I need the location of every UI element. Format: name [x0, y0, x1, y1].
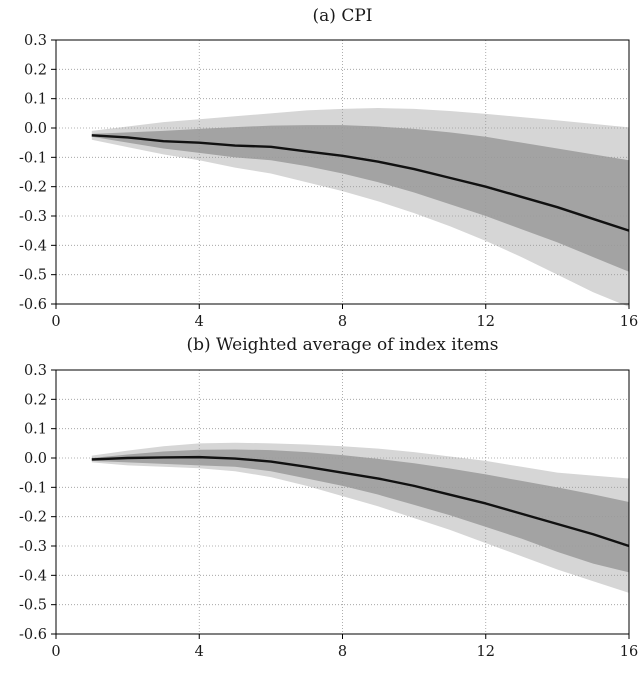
response-line — [91, 134, 630, 232]
y-tick-label: -0.3 — [19, 539, 47, 555]
y-tick-label: -0.1 — [19, 480, 47, 496]
x-tick-label: 8 — [338, 644, 347, 660]
y-tick-label: -0.5 — [19, 268, 47, 284]
y-tick-label: -0.4 — [19, 568, 47, 584]
y-tick-label: 0.0 — [24, 451, 47, 467]
y-tick-label: -0.4 — [19, 238, 47, 254]
y-tick-label: 0.0 — [24, 121, 47, 137]
chart-title: (a) CPI — [313, 6, 373, 26]
y-tick-label: 0.3 — [24, 363, 47, 379]
y-tick-label: 0.1 — [24, 422, 47, 438]
x-tick-label: 0 — [51, 644, 60, 660]
y-tick-label: -0.6 — [19, 627, 47, 643]
y-tick-label: -0.1 — [19, 150, 47, 166]
x-tick-label: 16 — [620, 644, 638, 660]
y-tick-label: -0.2 — [19, 180, 47, 196]
y-tick-label: 0.2 — [24, 392, 47, 408]
y-tick-label: -0.5 — [19, 598, 47, 614]
y-tick-label: -0.3 — [19, 209, 47, 225]
x-tick-label: 12 — [477, 314, 495, 330]
chart-panel-b: (b) Weighted average of index items 0 4 8 12… — [19, 335, 638, 660]
y-tick-label: -0.6 — [19, 297, 47, 313]
x-tick-label: 12 — [477, 644, 495, 660]
chart-title: (b) Weighted average of index items — [187, 335, 499, 355]
x-tick-label: 4 — [195, 644, 204, 660]
inner-confidence-band — [91, 125, 629, 272]
x-tick-label: 4 — [195, 314, 204, 330]
y-tick-label: 0.2 — [24, 62, 47, 78]
x-tick-label: 8 — [338, 314, 347, 330]
x-tick-label: 0 — [51, 314, 60, 330]
inner-confidence-band — [91, 449, 629, 573]
y-tick-label: 0.1 — [24, 92, 47, 108]
response-line — [91, 455, 630, 548]
y-tick-label: -0.2 — [19, 510, 47, 526]
x-tick-label: 16 — [620, 314, 638, 330]
chart-panel-a: (a) CPI 0 4 8 12 16 0.3 0.2 0.1 0.0 -0.1 -0.2 -0.3 -0… — [19, 6, 638, 330]
y-tick-label: 0.3 — [24, 33, 47, 49]
